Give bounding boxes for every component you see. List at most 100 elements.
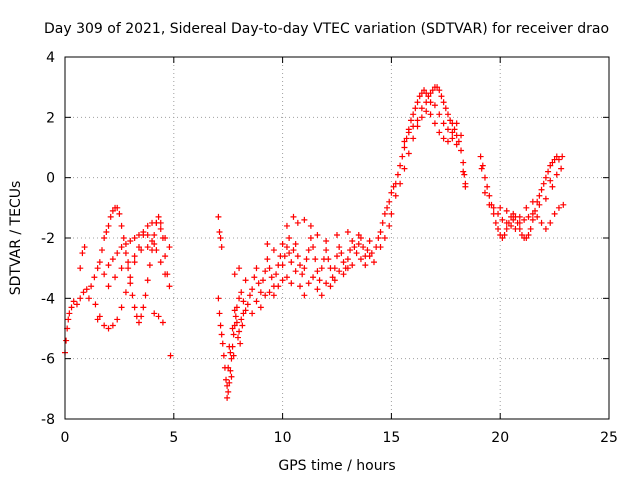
data-point <box>101 322 108 329</box>
data-point <box>166 283 173 290</box>
y-tick-label: 4 <box>46 50 55 66</box>
data-point <box>166 244 173 251</box>
data-point <box>244 301 251 308</box>
x-tick-label: 15 <box>382 430 400 446</box>
x-tick-label: 10 <box>274 430 292 446</box>
data-point <box>101 271 108 278</box>
data-point <box>405 129 412 136</box>
x-axis-label: GPS time / hours <box>278 458 395 474</box>
data-point <box>290 247 297 254</box>
data-point <box>310 274 317 281</box>
y-tick-label: -4 <box>41 291 55 307</box>
data-point <box>77 295 84 302</box>
data-point <box>153 247 160 254</box>
data-point <box>449 135 456 142</box>
data-point <box>440 120 447 127</box>
data-point <box>307 222 314 229</box>
data-point <box>423 108 430 115</box>
data-point <box>92 301 99 308</box>
data-point <box>135 244 142 251</box>
data-point <box>234 334 241 341</box>
data-point <box>299 271 306 278</box>
data-point <box>388 210 395 217</box>
data-point <box>431 120 438 127</box>
y-axis-label: SDTVAR / TECUs <box>8 181 24 296</box>
data-point <box>264 256 271 263</box>
data-point <box>138 313 145 320</box>
data-point <box>318 265 325 272</box>
data-point <box>70 298 77 305</box>
data-point <box>255 280 262 287</box>
data-point <box>140 304 147 311</box>
data-point <box>401 165 408 172</box>
data-point <box>118 244 125 251</box>
data-point <box>495 210 502 217</box>
data-point <box>226 379 233 386</box>
y-tick-label: 2 <box>46 110 55 126</box>
data-point <box>403 135 410 142</box>
data-point <box>217 322 224 329</box>
data-point <box>499 235 506 241</box>
data-point <box>288 259 295 266</box>
data-point <box>486 201 493 208</box>
data-point <box>553 153 560 160</box>
data-point <box>251 274 258 281</box>
data-point <box>364 247 371 254</box>
data-point <box>427 99 434 106</box>
data-point <box>314 268 321 275</box>
data-point <box>131 259 138 266</box>
data-point <box>231 322 238 329</box>
data-point <box>555 156 562 163</box>
data-point <box>231 307 238 314</box>
data-point <box>103 228 110 235</box>
data-point <box>162 271 169 278</box>
data-point <box>478 165 485 172</box>
data-point <box>131 304 138 311</box>
data-point <box>239 322 246 329</box>
data-point <box>323 238 330 245</box>
data-point <box>131 253 138 260</box>
data-point <box>105 283 112 290</box>
data-point <box>162 235 169 241</box>
data-point <box>551 210 558 217</box>
data-point <box>559 153 566 160</box>
data-point <box>377 244 384 251</box>
data-point <box>151 241 158 248</box>
data-point <box>462 183 469 190</box>
data-point <box>542 174 549 181</box>
data-point <box>442 105 449 112</box>
data-point <box>116 210 123 217</box>
data-point <box>246 292 253 299</box>
data-point <box>323 280 330 287</box>
data-point <box>525 213 532 220</box>
data-point <box>125 259 132 266</box>
data-point <box>334 231 340 238</box>
data-point <box>65 316 72 323</box>
data-point <box>407 117 414 124</box>
data-point <box>98 247 105 254</box>
data-point <box>344 256 351 263</box>
data-point <box>521 216 528 223</box>
data-point <box>77 265 84 272</box>
data-point <box>347 247 354 254</box>
data-point <box>353 250 360 257</box>
data-point <box>81 244 88 251</box>
data-point <box>355 231 362 238</box>
data-point <box>167 352 174 359</box>
data-point <box>412 105 419 112</box>
data-point <box>109 322 116 329</box>
data-point <box>410 135 417 142</box>
data-point <box>327 283 334 290</box>
data-point <box>264 241 271 248</box>
data-point <box>312 256 319 263</box>
data-point <box>518 231 525 238</box>
data-point <box>357 256 364 263</box>
data-point <box>242 277 249 284</box>
data-point <box>96 259 103 266</box>
data-point <box>331 277 338 284</box>
data-point <box>96 313 103 320</box>
data-point <box>279 262 286 269</box>
data-point <box>334 253 340 260</box>
data-point <box>157 259 164 266</box>
data-point <box>436 129 443 136</box>
